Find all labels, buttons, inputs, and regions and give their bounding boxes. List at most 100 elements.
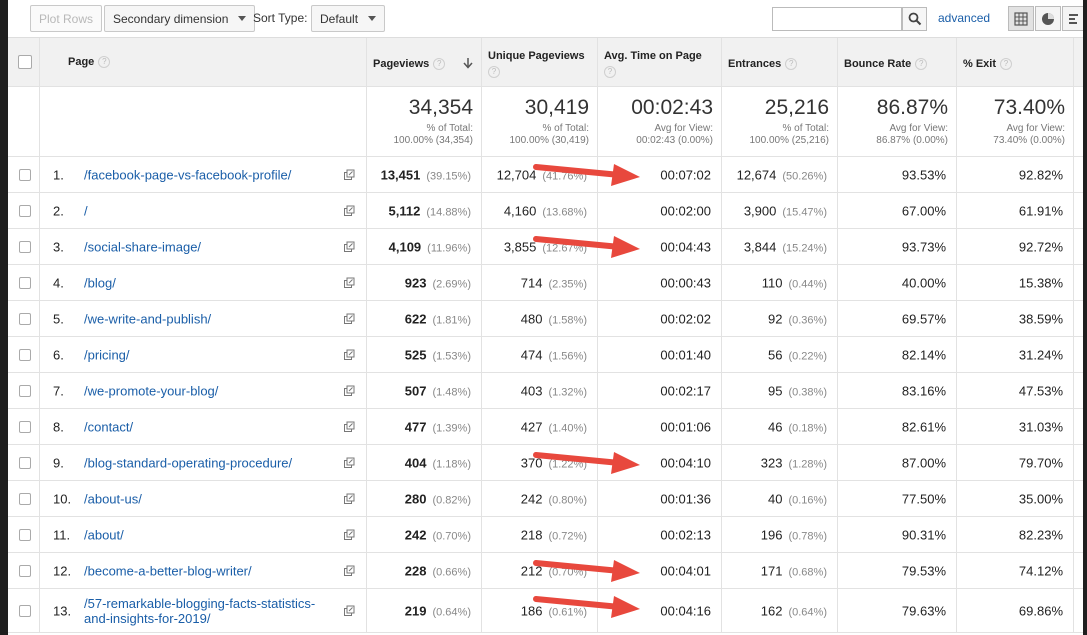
total-caption: % of Total: [426,123,473,134]
external-link-icon[interactable] [344,241,355,252]
row-checkbox[interactable] [19,421,31,433]
total-caption: Avg for View: [889,123,948,134]
page-link[interactable]: /blog/ [84,275,116,290]
external-link-icon[interactable] [344,205,355,216]
entrances-cell: 92 (0.36%) [722,301,838,336]
pageviews-cell: 4,109 (11.96%) [367,229,482,264]
unique-pageviews-column-header[interactable]: Unique Pageviews? [482,38,598,86]
table-view-button[interactable] [1008,6,1034,31]
page-column-header[interactable]: Page? [40,38,367,86]
page-link[interactable]: /we-write-and-publish/ [84,311,212,326]
row-index: 8. [53,419,64,434]
total-caption: % of Total: [782,123,829,134]
unique-pageviews-value: 218 [520,527,543,542]
pageviews-column-header[interactable]: Pageviews? [367,38,482,86]
row-checkbox[interactable] [19,205,31,217]
page-link[interactable]: /pricing/ [84,347,130,362]
row-checkbox[interactable] [19,565,31,577]
pie-view-button[interactable] [1035,6,1061,31]
sort-type-dropdown[interactable]: Default [311,5,386,32]
performance-view-button[interactable] [1062,6,1083,31]
entrances-column-header[interactable]: Entrances? [722,38,838,86]
row-index: 6. [53,347,64,362]
external-link-icon[interactable] [344,277,355,288]
row-checkbox[interactable] [19,349,31,361]
page-link[interactable]: /contact/ [84,419,134,434]
help-icon[interactable]: ? [98,56,111,69]
exit-cell: 35.00% [957,481,1074,516]
row-checkbox[interactable] [19,605,31,617]
avg-time-cell: 00:01:06 [598,409,722,444]
external-link-icon[interactable] [344,565,355,576]
page-link[interactable]: /facebook-page-vs-facebook-profile/ [84,167,292,182]
pageviews-column-label: Pageviews [373,58,430,70]
total-caption: Avg for View: [654,123,713,134]
unique-pageviews-percent: (0.61%) [548,606,587,618]
page-link[interactable]: /become-a-better-blog-writer/ [84,563,252,578]
table-search-input[interactable] [772,7,902,31]
page-link[interactable]: /we-promote-your-blog/ [84,383,219,398]
row-index: 5. [53,311,64,326]
row-checkbox[interactable] [19,529,31,541]
total-detail: 100.00% (34,354) [393,135,473,146]
row-checkbox[interactable] [19,493,31,505]
plot-rows-button[interactable]: Plot Rows [30,5,103,32]
table-header: Page? Pageviews? Unique Pageviews? Avg. … [8,38,1083,87]
row-checkbox[interactable] [19,277,31,289]
bounce-rate-column-header[interactable]: Bounce Rate? [838,38,957,86]
bounce-rate-value: 67.00% [901,203,946,218]
external-link-icon[interactable] [344,349,355,360]
avg-time-value: 00:02:13 [660,527,711,542]
row-checkbox[interactable] [19,313,31,325]
external-link-icon[interactable] [344,605,355,616]
entrances-value: 40 [768,491,783,506]
select-all-checkbox[interactable] [18,55,32,69]
help-icon[interactable]: ? [604,66,616,79]
exit-column-header[interactable]: % Exit? [957,38,1074,86]
external-link-icon[interactable] [344,493,355,504]
table-row: 6. /pricing/ 525 (1.53%) 474 (1.56%) 00:01… [8,337,1083,373]
secondary-dimension-dropdown[interactable]: Secondary dimension [104,5,256,32]
page-link[interactable]: /57-remarkable-blogging-facts-statistics… [84,595,316,626]
external-link-icon[interactable] [344,529,355,540]
page-link[interactable]: / [84,203,88,218]
search-button[interactable] [902,7,927,31]
advanced-filter-link[interactable]: advanced [938,11,991,25]
bounce-rate-value: 87.00% [901,455,946,470]
external-link-icon[interactable] [344,421,355,432]
external-link-icon[interactable] [344,169,355,180]
help-icon[interactable]: ? [915,58,928,71]
entrances-percent: (15.47%) [782,206,827,218]
avg-time-column-header[interactable]: Avg. Time on Page? [598,38,722,86]
help-icon[interactable]: ? [488,66,500,79]
external-link-icon[interactable] [344,457,355,468]
search-icon [908,12,921,26]
help-icon[interactable]: ? [1000,58,1013,71]
external-link-icon[interactable] [344,313,355,324]
help-icon[interactable]: ? [433,58,446,71]
row-checkbox[interactable] [19,169,31,181]
pageviews-total: 34,354 % of Total: 100.00% (34,354) [367,87,482,156]
page-link[interactable]: /about-us/ [84,491,142,506]
row-checkbox-cell [8,589,40,632]
help-icon[interactable]: ? [785,58,798,71]
row-checkbox[interactable] [19,457,31,469]
pageviews-percent: (1.81%) [432,314,471,326]
pageviews-cell: 242 (0.70%) [367,517,482,552]
page-link[interactable]: /blog-standard-operating-procedure/ [84,455,293,470]
page-link[interactable]: /social-share-image/ [84,239,202,254]
row-checkbox[interactable] [19,241,31,253]
row-checkbox-cell [8,409,40,444]
unique-pageviews-cell: 474 (1.56%) [482,337,598,372]
row-index: 4. [53,275,64,290]
pageviews-cell: 404 (1.18%) [367,445,482,480]
external-link-icon[interactable] [344,385,355,396]
page-link[interactable]: /about/ [84,527,124,542]
entrances-value: 12,674 [736,167,777,182]
bounce-rate-value: 40.00% [901,275,946,290]
row-checkbox[interactable] [19,385,31,397]
pageviews-percent: (1.53%) [432,350,471,362]
secondary-dimension-label: Secondary dimension [113,11,229,26]
pageviews-value: 622 [404,311,427,326]
bounce-rate-value: 82.14% [901,347,946,362]
